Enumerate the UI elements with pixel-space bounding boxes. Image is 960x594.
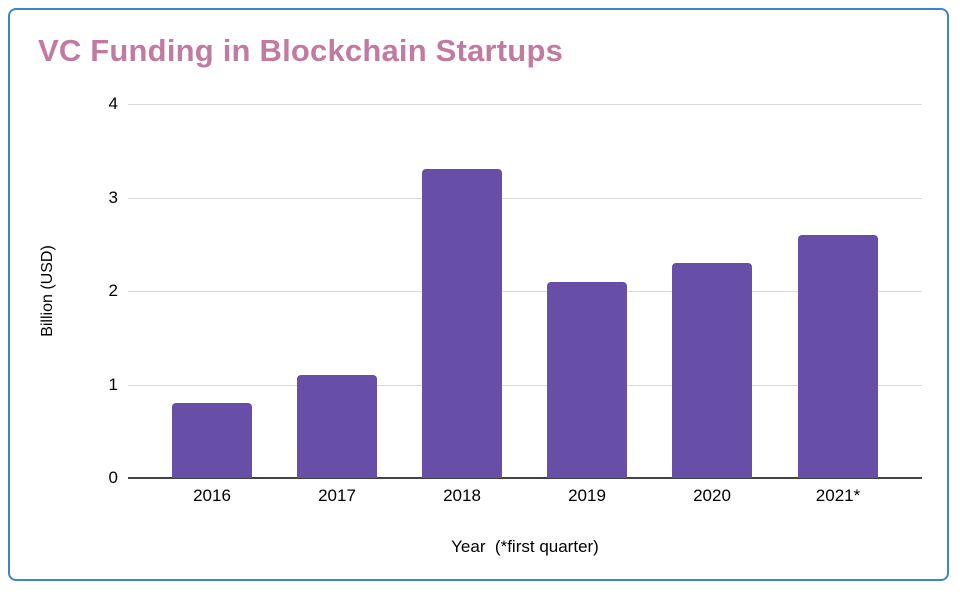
x-axis-title: Year (*first quarter) — [451, 537, 599, 556]
gridline — [128, 385, 922, 386]
bar-2017 — [297, 375, 377, 478]
bar-2020 — [672, 263, 752, 478]
x-tick-label-2017: 2017 — [318, 486, 356, 505]
gridline — [128, 291, 922, 292]
x-tick-label-2018: 2018 — [443, 486, 481, 505]
bar-2018 — [422, 169, 502, 478]
gridline — [128, 104, 922, 105]
y-tick-label-3: 3 — [108, 188, 118, 207]
x-tick-label-2016: 2016 — [193, 486, 231, 505]
y-tick-label-1: 1 — [108, 375, 118, 394]
gridline — [128, 198, 922, 199]
bar-2019 — [547, 282, 627, 478]
y-tick-label-0: 0 — [108, 468, 118, 487]
bar-2016 — [172, 403, 252, 478]
chart-title: VC Funding in Blockchain Startups — [38, 33, 564, 68]
x-tick-label-2021*: 2021* — [815, 486, 861, 505]
x-tick-label-2019: 2019 — [568, 486, 606, 505]
y-tick-label-4: 4 — [108, 94, 118, 113]
y-axis-title: Billion (USD) — [39, 245, 56, 337]
plot-area — [128, 104, 922, 479]
bar-2021* — [798, 235, 878, 478]
x-axis-line — [128, 477, 922, 479]
y-tick-label-2: 2 — [108, 281, 118, 300]
x-tick-label-2020: 2020 — [693, 486, 731, 505]
